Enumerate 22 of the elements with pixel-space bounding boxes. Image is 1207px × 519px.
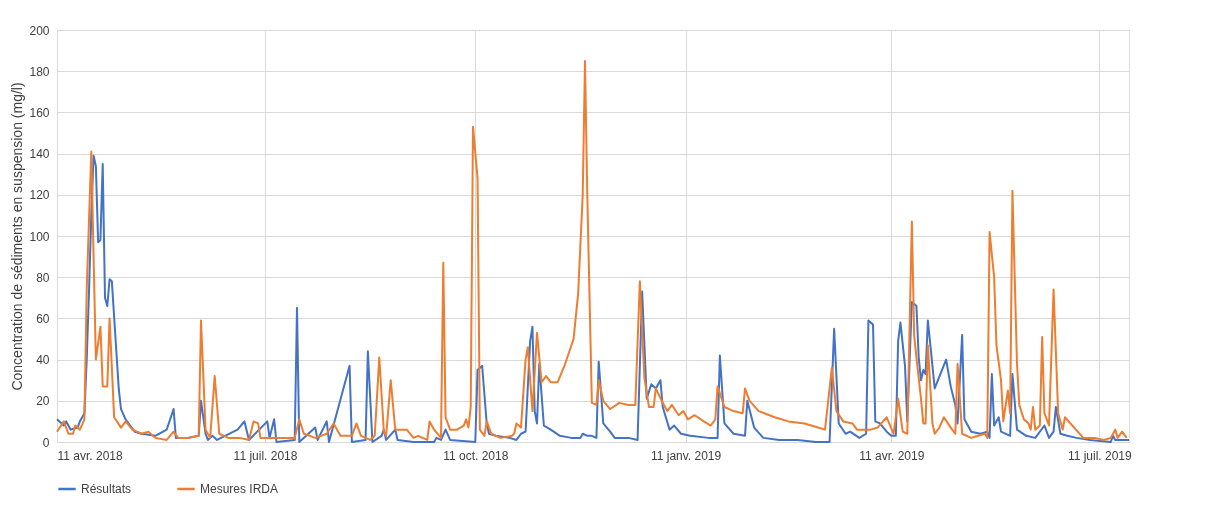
- x-tick-label: 11 oct. 2018: [443, 448, 509, 463]
- line-series: [56, 154, 1130, 443]
- y-tick-label: 40: [36, 353, 50, 368]
- y-axis-title: Concentration de sédiments en suspension (mg/l): [9, 82, 26, 391]
- x-tick-label: 11 avr. 2018: [57, 448, 123, 463]
- x-tick-label: 11 juil. 2018: [233, 448, 298, 463]
- y-tick-label: 160: [29, 105, 50, 120]
- y-tick-label: 140: [29, 147, 50, 162]
- y-tick-label: 20: [36, 394, 50, 409]
- line-series: [56, 59, 1128, 441]
- y-tick-label: 80: [36, 270, 50, 285]
- y-tick-label: 100: [29, 229, 50, 244]
- y-tick-label: 60: [36, 311, 50, 326]
- y-tick-label: 200: [29, 23, 50, 38]
- y-tick-label: 180: [29, 64, 50, 79]
- x-tick-label: 11 avr. 2019: [859, 448, 925, 463]
- legend-label: Mesures IRDA: [200, 482, 279, 496]
- y-tick-label: 120: [29, 188, 50, 203]
- y-tick-label: 0: [42, 435, 50, 450]
- x-tick-label: 11 juil. 2019: [1067, 448, 1133, 463]
- x-tick-label: 11 janv. 2019: [650, 448, 722, 463]
- legend-label: Résultats: [81, 482, 132, 496]
